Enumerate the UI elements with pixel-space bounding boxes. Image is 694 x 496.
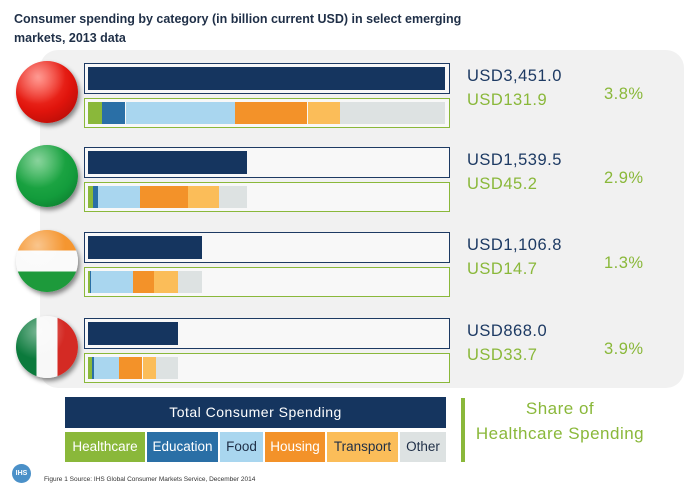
legend-total-spending: Total Consumer Spending <box>65 397 446 428</box>
brazil-flag-icon <box>16 145 78 207</box>
segment-healthcare <box>88 186 93 208</box>
legend-divider <box>461 398 465 462</box>
total-spending-label: USD1,106.8 <box>467 236 562 254</box>
flag-gloss <box>16 61 78 123</box>
segment-transport <box>153 271 179 293</box>
segment-healthcare <box>88 102 102 124</box>
segment-food <box>94 357 119 379</box>
segment-education <box>89 271 92 293</box>
mexico-flag-icon <box>16 316 78 378</box>
segment-education <box>91 357 94 379</box>
legend-transport: Transport <box>327 432 398 462</box>
ihs-logo: IHS <box>12 464 31 483</box>
flag-gloss <box>16 316 78 378</box>
legend-other: Other <box>400 432 446 462</box>
total-bar-frame <box>84 63 450 94</box>
segment-housing <box>119 357 143 379</box>
category-bar-frame <box>84 98 450 128</box>
row-china: USD3,451.0 USD131.9 3.8% <box>0 58 694 138</box>
row-mexico: USD868.0 USD33.7 3.9% <box>0 313 694 393</box>
chart-title: Consumer spending by category (in billio… <box>14 12 462 45</box>
segment-education <box>92 186 98 208</box>
flag-gloss <box>16 145 78 207</box>
total-bar-frame <box>84 318 450 349</box>
china-flag-icon <box>16 61 78 123</box>
healthcare-spending-label: USD131.9 <box>467 91 548 109</box>
segment-food <box>91 271 134 293</box>
segment-other <box>178 271 202 293</box>
segment-transport <box>142 357 157 379</box>
total-bar-frame <box>84 147 450 178</box>
legend-education: Education <box>147 432 218 462</box>
healthcare-spending-label: USD33.7 <box>467 346 538 364</box>
row-brazil: USD1,539.5 USD45.2 2.9% <box>0 142 694 222</box>
segment-transport <box>188 186 220 208</box>
healthcare-spending-label: USD14.7 <box>467 260 538 278</box>
segment-other <box>156 357 178 379</box>
segment-education <box>101 102 126 124</box>
segment-food <box>125 102 235 124</box>
segment-other <box>219 186 247 208</box>
india-flag-icon <box>16 230 78 292</box>
segment-housing <box>133 271 154 293</box>
segment-housing <box>234 102 308 124</box>
segment-food <box>97 186 140 208</box>
category-bar-frame <box>84 267 450 297</box>
healthcare-share-label: 2.9% <box>604 169 644 187</box>
segment-healthcare <box>88 357 92 379</box>
total-spending-label: USD1,539.5 <box>467 151 562 169</box>
category-bar-frame <box>84 353 450 383</box>
total-spending-label: USD3,451.0 <box>467 67 562 85</box>
healthcare-share-label: 3.9% <box>604 340 644 358</box>
total-bar-frame <box>84 232 450 263</box>
source-note: Figure 1 Source: IHS Global Consumer Mar… <box>44 476 256 483</box>
segment-other <box>340 102 445 124</box>
total-spending-bar <box>88 151 247 174</box>
legend-healthcare: Healthcare <box>65 432 145 462</box>
legend-share-of-healthcare: Share of Healthcare Spending <box>470 396 650 446</box>
legend-share-line2: Healthcare Spending <box>475 424 645 443</box>
legend-housing: Housing <box>265 432 325 462</box>
total-spending-bar <box>88 236 202 259</box>
legend-share-line1: Share of <box>525 399 595 418</box>
healthcare-share-label: 1.3% <box>604 254 644 272</box>
category-bar-frame <box>84 182 450 212</box>
flag-gloss <box>16 230 78 292</box>
row-india: USD1,106.8 USD14.7 1.3% <box>0 227 694 307</box>
total-spending-label: USD868.0 <box>467 322 548 340</box>
healthcare-share-label: 3.8% <box>604 85 644 103</box>
legend-food: Food <box>220 432 263 462</box>
total-spending-bar <box>88 322 178 345</box>
total-spending-bar <box>88 67 445 90</box>
segment-housing <box>139 186 189 208</box>
healthcare-spending-label: USD45.2 <box>467 175 538 193</box>
segment-healthcare <box>88 271 90 293</box>
segment-transport <box>307 102 341 124</box>
